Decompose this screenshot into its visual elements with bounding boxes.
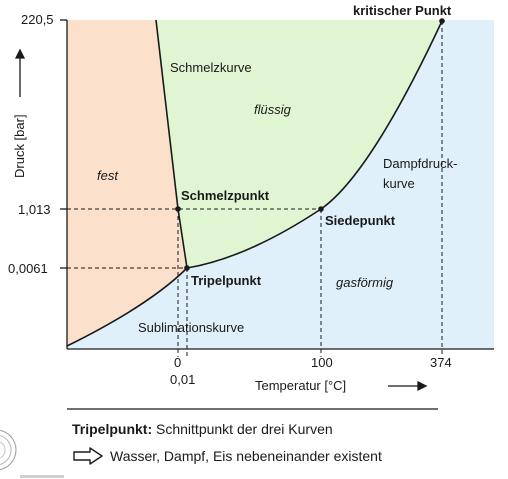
x-tick-label: 0 bbox=[174, 355, 181, 370]
note-consequence-text: Wasser, Dampf, Eis nebeneinander existen… bbox=[110, 448, 382, 464]
y-ticks bbox=[60, 19, 67, 269]
y-tick-label: 0,0061 bbox=[8, 261, 48, 276]
y-tick-label: 1,013 bbox=[18, 202, 51, 217]
stamp-mark bbox=[20, 475, 64, 478]
note-definition-text: Schnittpunkt der drei Kurven bbox=[156, 421, 333, 437]
x-tick-label: 0,01 bbox=[170, 372, 195, 387]
critical-point-label: kritischer Punkt bbox=[353, 3, 452, 18]
y-axis-label: Druck [bar] bbox=[12, 114, 27, 178]
note-term: Tripelpunkt: bbox=[72, 421, 153, 437]
vapor-curve-label-1: Dampfdruck- bbox=[383, 156, 457, 171]
y-axis-arrow-icon bbox=[14, 48, 26, 97]
x-tick-label: 100 bbox=[311, 355, 333, 370]
triple-point-label: Tripelpunkt bbox=[191, 273, 262, 288]
melting-point-marker bbox=[175, 206, 181, 212]
region-label-gas: gasförmig bbox=[336, 275, 394, 290]
seal-icon bbox=[0, 429, 17, 471]
vapor-pressure-curve bbox=[186, 20, 443, 269]
sublimation-curve bbox=[66, 267, 188, 347]
boiling-point-marker bbox=[318, 206, 324, 212]
critical-point-marker bbox=[439, 18, 445, 24]
boiling-point-label: Siedepunkt bbox=[325, 213, 396, 228]
phase-diagram: 220,5 1,013 0,0061 0 0,01 100 374 Druck … bbox=[8, 3, 494, 410]
note-consequence: Wasser, Dampf, Eis nebeneinander existen… bbox=[72, 447, 442, 465]
x-axis-label: Temperatur [°C] bbox=[255, 378, 346, 393]
guide-lines bbox=[67, 21, 443, 357]
note-definition: Tripelpunkt: Schnittpunkt der drei Kurve… bbox=[72, 420, 442, 438]
melting-curve-label: Schmelzkurve bbox=[170, 60, 252, 75]
hollow-arrow-icon bbox=[73, 447, 103, 465]
sublimation-curve-label: Sublimationskurve bbox=[138, 320, 244, 335]
triple-point-marker bbox=[184, 265, 190, 271]
region-label-solid: fest bbox=[97, 168, 119, 183]
region-label-liquid: flüssig bbox=[254, 102, 292, 117]
y-tick-label: 220,5 bbox=[21, 12, 54, 27]
region-liquid bbox=[156, 20, 442, 268]
region-solid bbox=[67, 20, 187, 346]
melting-point-label: Schmelzpunkt bbox=[181, 188, 270, 203]
x-axis-arrow-icon bbox=[388, 380, 428, 392]
region-gas bbox=[67, 20, 494, 349]
vapor-curve-label-2: kurve bbox=[383, 176, 415, 191]
x-tick-label: 374 bbox=[430, 355, 452, 370]
